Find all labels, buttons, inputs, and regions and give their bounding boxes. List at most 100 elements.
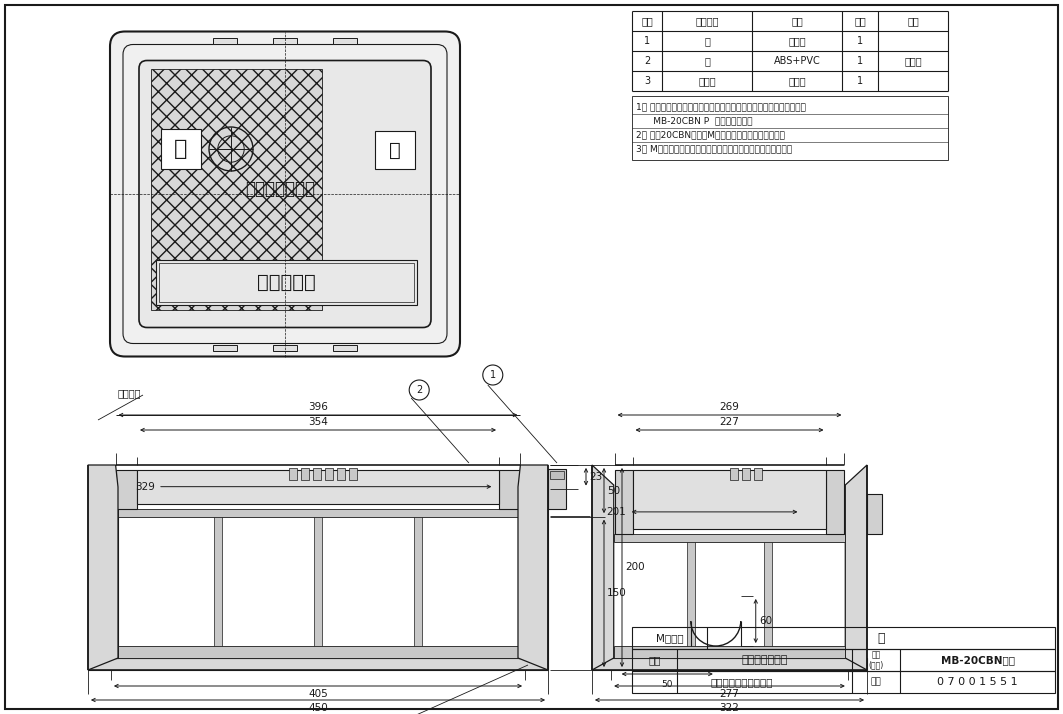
Text: 水: 水 bbox=[174, 139, 188, 159]
Bar bbox=[88, 658, 549, 670]
Bar bbox=[550, 471, 564, 478]
Bar bbox=[314, 517, 322, 646]
Text: 数量: 数量 bbox=[855, 16, 866, 26]
Text: 269: 269 bbox=[720, 402, 740, 412]
Text: 1） 土留板を御利用の場合は、番号に続き次の記号でご用命下さい。: 1） 土留板を御利用の場合は、番号に続き次の記号でご用命下さい。 bbox=[636, 102, 806, 111]
Text: 型式
(略号): 型式 (略号) bbox=[868, 650, 883, 670]
Bar bbox=[632, 671, 1054, 693]
Text: 1: 1 bbox=[857, 36, 863, 46]
Bar bbox=[764, 542, 772, 646]
Bar bbox=[151, 69, 322, 309]
Text: 道: 道 bbox=[389, 141, 401, 159]
FancyBboxPatch shape bbox=[139, 61, 431, 328]
Text: 50: 50 bbox=[661, 680, 673, 689]
Text: 3: 3 bbox=[644, 76, 651, 86]
Text: 1: 1 bbox=[857, 56, 863, 66]
Bar bbox=[613, 646, 845, 658]
Bar bbox=[729, 468, 738, 480]
Text: ＡＢＳ: ＡＢＳ bbox=[788, 36, 806, 46]
Bar bbox=[156, 259, 417, 304]
Bar bbox=[333, 344, 357, 351]
Text: 量　水　量: 量 水 量 bbox=[257, 273, 316, 291]
Text: 量水器ボックス: 量水器ボックス bbox=[741, 655, 788, 665]
Text: 227: 227 bbox=[720, 417, 740, 427]
Bar bbox=[137, 470, 499, 503]
Text: 2: 2 bbox=[644, 56, 651, 66]
Bar bbox=[499, 470, 521, 508]
Bar bbox=[826, 470, 844, 534]
Text: 201: 201 bbox=[606, 507, 626, 517]
Text: 品名: 品名 bbox=[648, 655, 661, 665]
Text: 0 7 0 0 1 5 5 1: 0 7 0 0 1 5 5 1 bbox=[938, 677, 1017, 687]
Text: 材質: 材質 bbox=[791, 16, 803, 26]
Bar bbox=[273, 344, 297, 351]
Text: MB-20CBN P  鋼板：土留板付: MB-20CBN P 鋼板：土留板付 bbox=[636, 116, 753, 125]
Text: 1: 1 bbox=[644, 36, 651, 46]
Text: 本　体: 本 体 bbox=[698, 76, 715, 86]
Text: 備考: 備考 bbox=[907, 16, 918, 26]
Text: 番号: 番号 bbox=[641, 16, 653, 26]
Polygon shape bbox=[592, 465, 613, 670]
Text: 329: 329 bbox=[135, 482, 155, 492]
Bar bbox=[337, 468, 345, 480]
Bar bbox=[614, 470, 632, 534]
Text: 1: 1 bbox=[490, 370, 495, 380]
Text: 前澤化成工業株式会社: 前澤化成工業株式会社 bbox=[711, 677, 773, 687]
Bar bbox=[213, 344, 237, 351]
Bar bbox=[632, 470, 826, 529]
Bar bbox=[632, 649, 1054, 671]
Bar bbox=[313, 468, 321, 480]
Text: 200: 200 bbox=[625, 563, 644, 573]
Bar bbox=[414, 517, 422, 646]
Polygon shape bbox=[845, 465, 867, 670]
Text: ブルー: ブルー bbox=[905, 56, 922, 66]
Bar bbox=[118, 508, 518, 517]
Bar bbox=[325, 468, 333, 480]
Text: ＡＢＳ: ＡＢＳ bbox=[788, 76, 806, 86]
Bar bbox=[632, 96, 948, 160]
Text: 405: 405 bbox=[308, 689, 327, 699]
Bar bbox=[273, 38, 297, 44]
Text: 2: 2 bbox=[416, 385, 422, 395]
Bar bbox=[159, 263, 414, 301]
Bar bbox=[349, 468, 357, 480]
Text: Mコード: Mコード bbox=[656, 633, 684, 643]
Text: 396: 396 bbox=[308, 402, 328, 412]
Bar bbox=[301, 468, 309, 480]
Polygon shape bbox=[518, 487, 549, 658]
Bar bbox=[592, 658, 867, 670]
Bar bbox=[632, 627, 1054, 649]
Text: 枠: 枠 bbox=[704, 36, 710, 46]
Text: 図番: 図番 bbox=[871, 678, 881, 686]
Bar bbox=[123, 483, 138, 492]
Text: 2） 標準20CBN規格のMコードを表記しております。: 2） 標準20CBN規格のMコードを表記しております。 bbox=[636, 130, 784, 139]
Text: 蓋: 蓋 bbox=[704, 56, 710, 66]
Bar bbox=[375, 131, 415, 169]
Text: 60: 60 bbox=[759, 616, 772, 626]
Bar bbox=[742, 468, 749, 480]
FancyBboxPatch shape bbox=[109, 31, 460, 356]
Text: 3） Mコードなき製品につきましては、お問い合わせ下さい。: 3） Mコードなき製品につきましては、お問い合わせ下さい。 bbox=[636, 144, 792, 153]
Bar bbox=[867, 494, 882, 534]
Text: ABS+PVC: ABS+PVC bbox=[774, 56, 821, 66]
Text: 150: 150 bbox=[607, 588, 627, 598]
Text: 積　載　禁　止: 積 載 禁 止 bbox=[244, 180, 315, 198]
Bar bbox=[333, 38, 357, 44]
Bar bbox=[289, 468, 297, 480]
Text: 部品名称: 部品名称 bbox=[695, 16, 719, 26]
Text: MB-20CBN規格: MB-20CBN規格 bbox=[941, 655, 1014, 665]
Bar bbox=[613, 534, 845, 542]
Bar bbox=[118, 646, 518, 658]
Polygon shape bbox=[88, 465, 118, 670]
Text: ビス止め: ビス止め bbox=[118, 388, 141, 398]
Polygon shape bbox=[88, 487, 118, 658]
Text: 1: 1 bbox=[857, 76, 863, 86]
Bar bbox=[161, 129, 201, 169]
Text: 277: 277 bbox=[720, 689, 740, 699]
Text: 50: 50 bbox=[607, 486, 620, 496]
Text: 354: 354 bbox=[308, 417, 328, 427]
Bar bbox=[214, 517, 222, 646]
Bar bbox=[116, 470, 137, 508]
Text: 450: 450 bbox=[308, 703, 327, 713]
Bar bbox=[213, 38, 237, 44]
